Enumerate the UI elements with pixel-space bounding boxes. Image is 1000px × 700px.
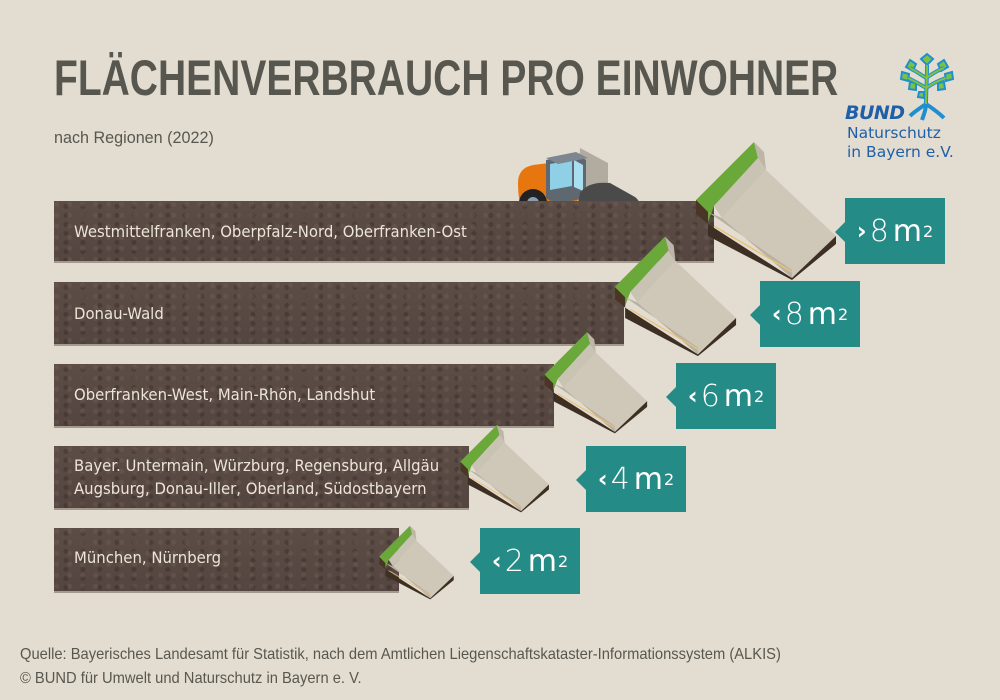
value: 2 [504,543,524,579]
bund-logo: BUND Naturschutz in Bayern e.V. [843,52,963,167]
bar-row-3: Oberfranken-West, Main-Rhön, Landshut [54,364,554,428]
page-title: FLÄCHENVERBRAUCH PRO EINWOHNER [54,50,839,106]
unit: m [723,378,754,414]
copyright-note: © BUND für Umwelt und Naturschutz in Bay… [20,670,362,687]
value-badge-row-5: ‹ 2 m 2 [470,528,580,594]
pavement-tile-icon [696,142,836,280]
comparator: ‹ [687,382,698,410]
logo-line-2: in Bayern e.V. [847,143,954,161]
exponent: 2 [923,221,934,241]
value-badge-row-4: ‹ 4 m 2 [576,446,686,512]
source-note: Quelle: Bayerisches Landesamt für Statis… [20,646,781,663]
pavement-tile-icon [544,332,648,434]
unit: m [807,296,838,332]
bar-label-line-2: Augsburg, Donau-Iller, Oberland, Südostb… [74,479,427,498]
value: 4 [610,461,630,497]
value: 6 [700,378,720,414]
logo-line-1: Naturschutz [847,124,941,142]
unit: m [633,461,664,497]
unit: m [527,543,558,579]
exponent: 2 [838,304,849,324]
value-badge-row-1: › 8 m 2 [835,198,945,264]
value: 8 [784,296,804,332]
bar-label: Oberfranken-West, Main-Rhön, Landshut [74,385,376,404]
pavement-tile-icon [460,424,549,513]
unit: m [892,213,923,249]
pavement-tile-icon [379,525,454,600]
bar-row-4: Bayer. Untermain, Würzburg, Regensburg, … [54,446,469,510]
comparator: › [856,217,867,245]
bar-label: Westmittelfranken, Oberpfalz-Nord, Oberf… [74,222,467,241]
exponent: 2 [558,551,569,571]
exponent: 2 [664,469,675,489]
value-badge-row-3: ‹ 6 m 2 [666,363,776,429]
linden-tree-icon [899,52,955,121]
comparator: ‹ [491,547,502,575]
value-badge-row-2: ‹ 8 m 2 [750,281,860,347]
bar-label-line-1: Bayer. Untermain, Würzburg, Regensburg, … [74,456,440,475]
subtitle: nach Regionen (2022) [54,128,214,147]
value: 8 [869,213,889,249]
exponent: 2 [754,386,765,406]
bar-label: Donau-Wald [74,304,164,323]
bar-label: München, Nürnberg [74,548,222,567]
comparator: ‹ [771,300,782,328]
comparator: ‹ [597,465,608,493]
bar-row-5: München, Nürnberg [54,528,399,593]
logo-brand: BUND [845,102,905,124]
bar-row-1: Westmittelfranken, Oberpfalz-Nord, Oberf… [54,201,714,263]
pavement-tile-icon [614,236,737,357]
bar-row-2: Donau-Wald [54,282,624,346]
